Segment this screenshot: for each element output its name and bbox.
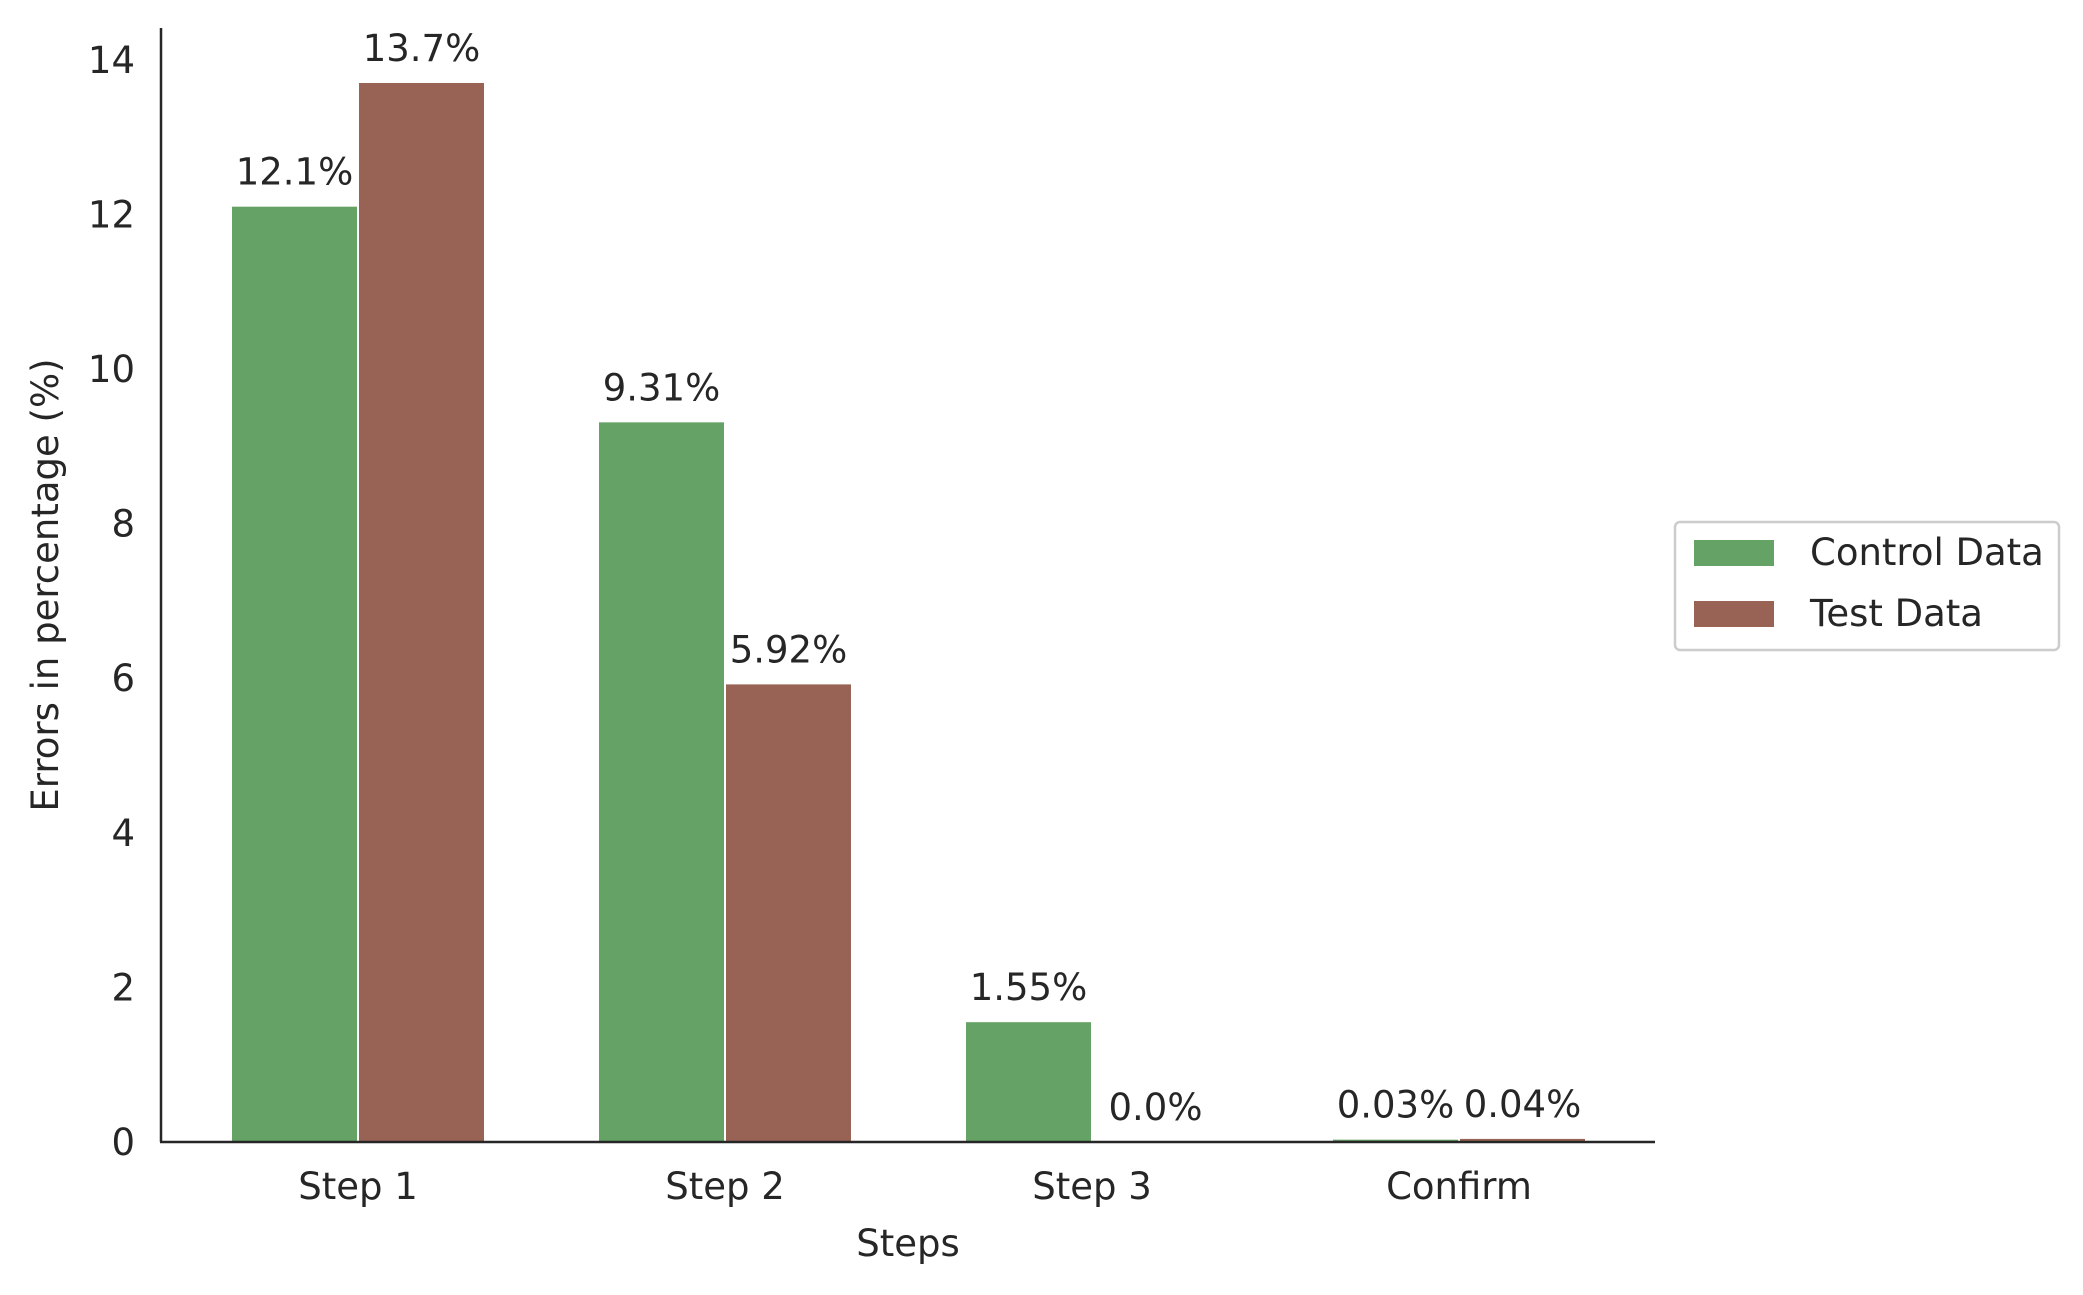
x-tick-label: Step 2: [665, 1165, 785, 1208]
bar-test-0: [359, 82, 484, 1143]
bar-control-1: [599, 422, 724, 1142]
y-tick-label: 6: [111, 657, 135, 700]
y-axis-label: Errors in percentage (%): [24, 358, 67, 811]
bar-value-label: 0.0%: [1109, 1086, 1203, 1129]
bar-control-2: [966, 1022, 1091, 1142]
y-tick-label: 4: [111, 812, 135, 855]
x-tick-label: Confirm: [1386, 1165, 1532, 1208]
y-tick-label: 8: [111, 503, 135, 546]
legend-label: Control Data: [1810, 531, 2044, 574]
legend: Control Data Test Data: [1673, 520, 2061, 652]
bar-labels-layer: 12.1% 9.31% 1.55% 0.03% 13.7% 5.92% 0.0% 0.04%: [236, 27, 1582, 1129]
y-tick-label: 2: [111, 966, 135, 1009]
bar-test-3: [1460, 1138, 1585, 1142]
x-tick-label: Step 3: [1032, 1165, 1152, 1208]
y-tick-label: 10: [88, 348, 135, 391]
bar-value-label: 9.31%: [603, 366, 721, 409]
bar-value-label: 1.55%: [970, 966, 1088, 1009]
bar-value-label: 0.03%: [1337, 1084, 1455, 1127]
x-tick-labels: Step 1 Step 2 Step 3 Confirm: [298, 1165, 1532, 1208]
y-tick-label: 0: [111, 1121, 135, 1164]
bar-test-1: [726, 684, 851, 1142]
bar-value-label: 13.7%: [363, 27, 481, 70]
legend-label: Test Data: [1809, 592, 1983, 635]
legend-swatch: [1694, 540, 1774, 566]
bar-value-label: 0.04%: [1464, 1083, 1582, 1126]
y-tick-label: 14: [88, 39, 135, 82]
y-tick-label: 12: [88, 193, 135, 236]
bar-value-label: 12.1%: [236, 151, 354, 194]
x-tick-label: Step 1: [298, 1165, 418, 1208]
bars-layer: [232, 82, 1585, 1143]
legend-swatch: [1694, 601, 1774, 627]
y-tick-labels: 0 2 4 6 8 10 12 14: [88, 39, 135, 1164]
bar-value-label: 5.92%: [730, 628, 848, 671]
x-axis-label: Steps: [856, 1222, 960, 1265]
bar-control-0: [232, 206, 357, 1143]
legend-items: Control Data Test Data: [1694, 531, 2044, 635]
axes-layer: [159, 28, 1655, 1144]
